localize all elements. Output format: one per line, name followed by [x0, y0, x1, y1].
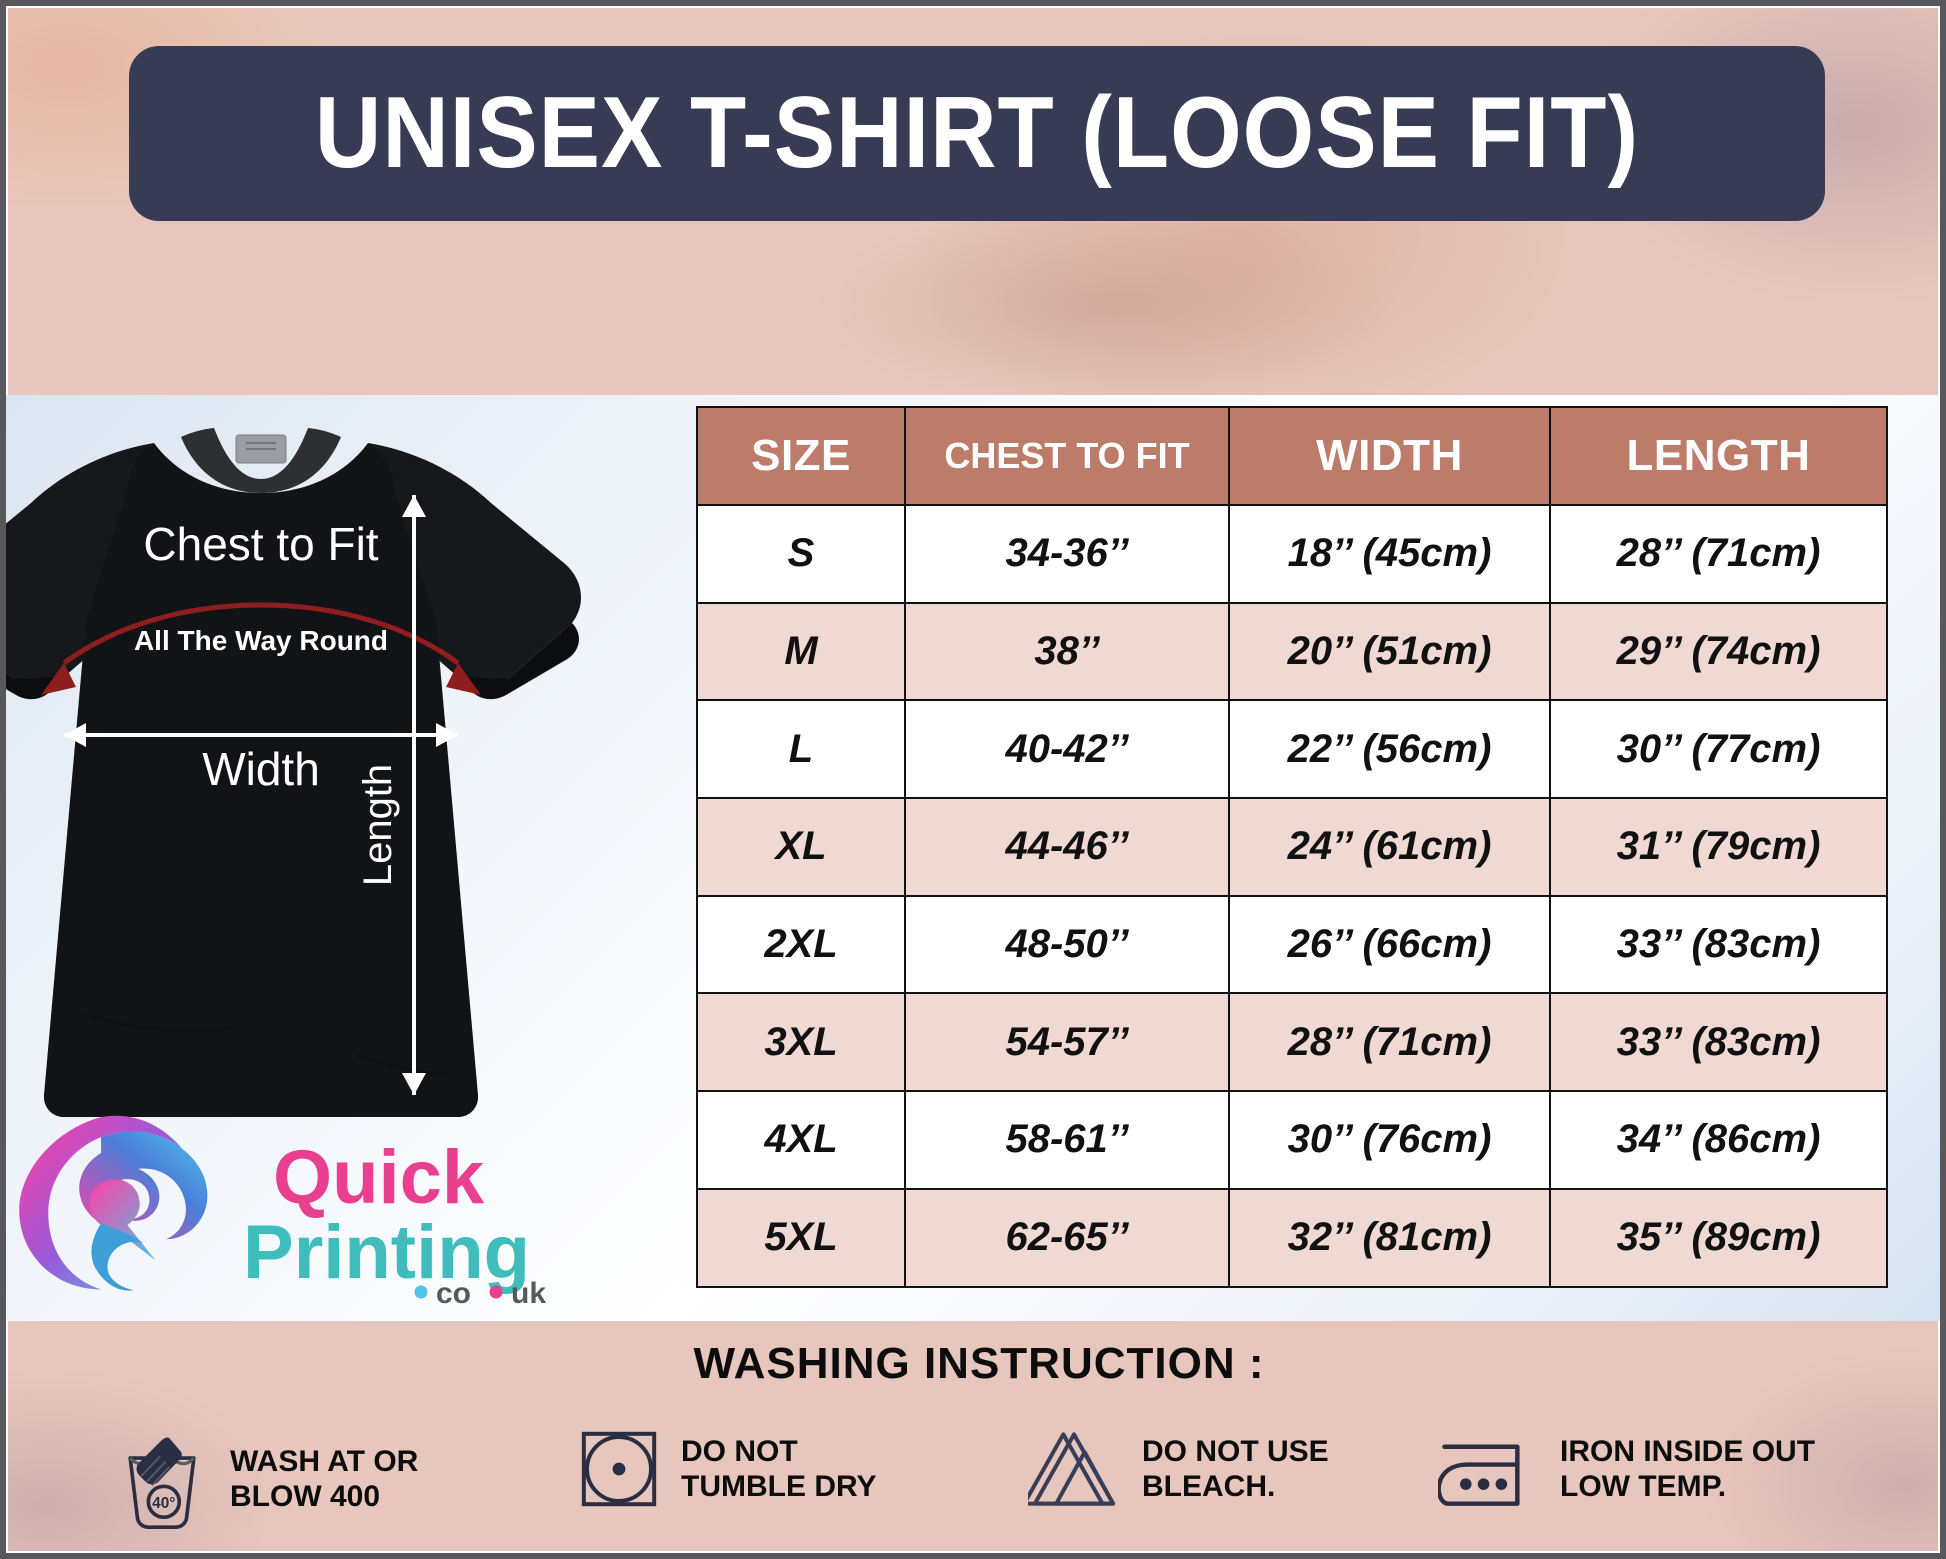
svg-text:All The Way Round: All The Way Round [134, 625, 388, 656]
svg-text:Chest to Fit: Chest to Fit [143, 518, 378, 570]
svg-text:Quick: Quick [273, 1135, 485, 1220]
svg-text:Width: Width [202, 743, 320, 795]
svg-text:co: co [436, 1277, 471, 1310]
svg-text:uk: uk [511, 1277, 546, 1310]
svg-text:Printing: Printing [243, 1210, 530, 1295]
svg-text:40°: 40° [152, 1495, 175, 1512]
svg-text:Length: Length [356, 764, 400, 886]
